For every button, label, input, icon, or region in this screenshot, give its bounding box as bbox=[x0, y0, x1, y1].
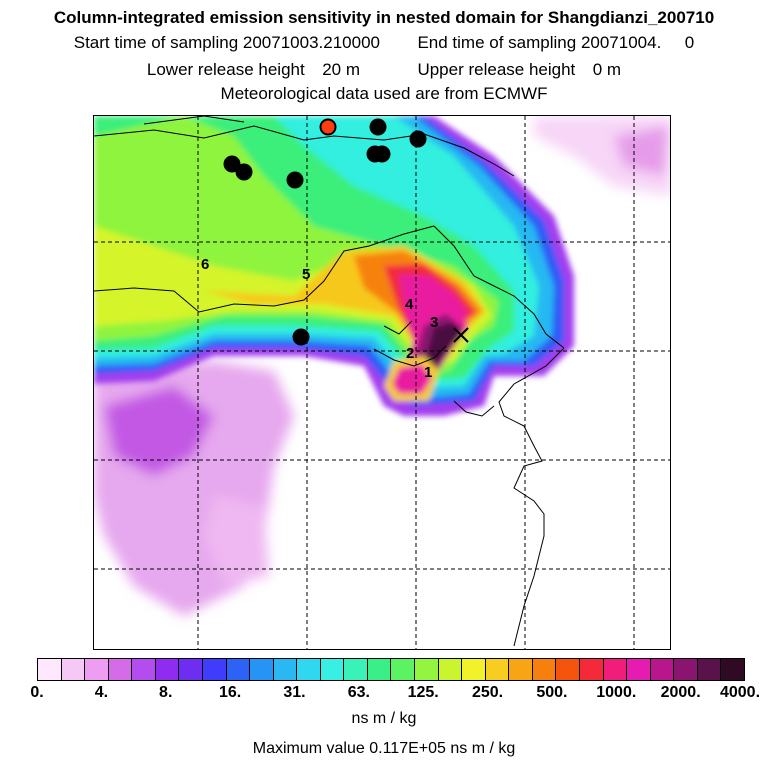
colorbar-segment bbox=[627, 659, 651, 680]
met-data-note: Meteorological data used are from ECMWF bbox=[220, 84, 548, 103]
colorbar-segment bbox=[391, 659, 415, 680]
colorbar-segment bbox=[61, 659, 86, 680]
colorbar-segment bbox=[532, 659, 557, 680]
colorbar-segment bbox=[556, 659, 580, 680]
max-label: Maximum value bbox=[252, 740, 365, 757]
colorbar-segment bbox=[85, 659, 109, 680]
colorbar-tick-label: 500. bbox=[536, 684, 568, 701]
traj-label-1: 1 bbox=[424, 364, 432, 381]
colorbar-segment bbox=[415, 659, 439, 680]
plot-title: Column-integrated emission sensitivity i… bbox=[53, 8, 715, 27]
plume-field bbox=[94, 116, 574, 416]
point bbox=[223, 155, 241, 173]
end-time-label: End time of sampling bbox=[417, 33, 577, 52]
map-grid bbox=[94, 116, 670, 649]
map-panel[interactable]: 1 2 3 4 5 6 bbox=[93, 115, 671, 650]
colorbar-tick-label: 250. bbox=[471, 684, 504, 701]
sampling-times: Start time of sampling 20071003.210000 E… bbox=[0, 33, 768, 53]
trajectory-labels: 1 2 3 4 5 6 bbox=[201, 256, 438, 381]
colorbar-segment bbox=[344, 659, 368, 680]
colorbar-tick-label: 4000. bbox=[719, 684, 761, 701]
point bbox=[286, 171, 304, 189]
observation-points bbox=[223, 118, 427, 346]
colorbar-segment bbox=[674, 659, 698, 680]
end-time-suffix: 0 bbox=[684, 33, 695, 52]
point bbox=[292, 328, 310, 346]
colorbar-units: ns m / kg bbox=[351, 710, 417, 727]
sensitivity-map: 1 2 3 4 5 6 bbox=[94, 116, 670, 649]
colorbar-segment bbox=[462, 659, 486, 680]
upper-height-label: Upper release height bbox=[417, 60, 576, 79]
colorbar-tick-label: 0. bbox=[30, 684, 44, 701]
colorbar-segment bbox=[273, 659, 298, 680]
colorbar-tick-label: 1000. bbox=[596, 684, 637, 701]
point bbox=[235, 163, 253, 181]
low-sensitivity-field bbox=[94, 116, 670, 616]
coastlines bbox=[94, 116, 565, 647]
colorbar-segment bbox=[226, 659, 251, 680]
point bbox=[409, 130, 427, 148]
colorbar-tick-label: 63. bbox=[347, 684, 370, 701]
colorbar-tick-label: 16. bbox=[218, 684, 242, 701]
traj-label-2: 2 bbox=[406, 345, 414, 362]
colorbar-tick-labels: 0. 4. 8. 16. 31. 63. 125. 250. 500. 1000. 2000. 400… bbox=[0, 684, 768, 704]
traj-label-4: 4 bbox=[405, 296, 414, 313]
colorbar-segment bbox=[697, 659, 722, 680]
colorbar-segment bbox=[485, 659, 510, 680]
colorbar-segment bbox=[367, 659, 392, 680]
release-location-icon bbox=[453, 327, 469, 343]
colorbar-segment bbox=[179, 659, 203, 680]
colorbar-tick-label: 31. bbox=[283, 684, 306, 701]
colorbar-tick-label: 8. bbox=[159, 684, 173, 701]
colorbar-segment bbox=[603, 659, 628, 680]
traj-label-3: 3 bbox=[430, 314, 438, 331]
colorbar-segment bbox=[438, 659, 463, 680]
lower-height-value: 20 m bbox=[322, 60, 360, 79]
colorbar-segment bbox=[155, 659, 180, 680]
colorbar-segment bbox=[38, 659, 62, 680]
colorbar-segment bbox=[132, 659, 156, 680]
colorbar-segment bbox=[108, 659, 133, 680]
colorbar-tick-label: 4. bbox=[94, 684, 109, 701]
maximum-value: Maximum value 0.117E+05 ns m / kg bbox=[0, 740, 768, 758]
point bbox=[369, 118, 387, 136]
upper-height-value: 0 m bbox=[592, 60, 622, 79]
colorbar bbox=[37, 658, 745, 681]
point bbox=[373, 145, 391, 163]
colorbar-segment bbox=[320, 659, 345, 680]
traj-label-6: 6 bbox=[201, 256, 209, 273]
colorbar-segment bbox=[650, 659, 675, 680]
highlight-point bbox=[319, 118, 337, 136]
colorbar-segment bbox=[509, 659, 533, 680]
release-heights: Lower release height 20 m Upper release … bbox=[0, 60, 768, 80]
colorbar-segment bbox=[297, 659, 321, 680]
colorbar-tick-label: 125. bbox=[407, 684, 439, 701]
colorbar-segment bbox=[202, 659, 227, 680]
colorbar-segment bbox=[579, 659, 604, 680]
traj-label-5: 5 bbox=[302, 266, 310, 283]
lower-height-label: Lower release height bbox=[146, 60, 305, 79]
max-value: 0.117E+05 ns m / kg bbox=[369, 740, 516, 757]
start-time-value: 20071003.210000 bbox=[242, 33, 380, 52]
end-time-value: 20071004. bbox=[580, 33, 662, 52]
colorbar-segment bbox=[250, 659, 274, 680]
start-time-label: Start time of sampling bbox=[73, 33, 239, 52]
colorbar-tick-label: 2000. bbox=[660, 684, 701, 701]
colorbar-segment bbox=[721, 659, 744, 680]
